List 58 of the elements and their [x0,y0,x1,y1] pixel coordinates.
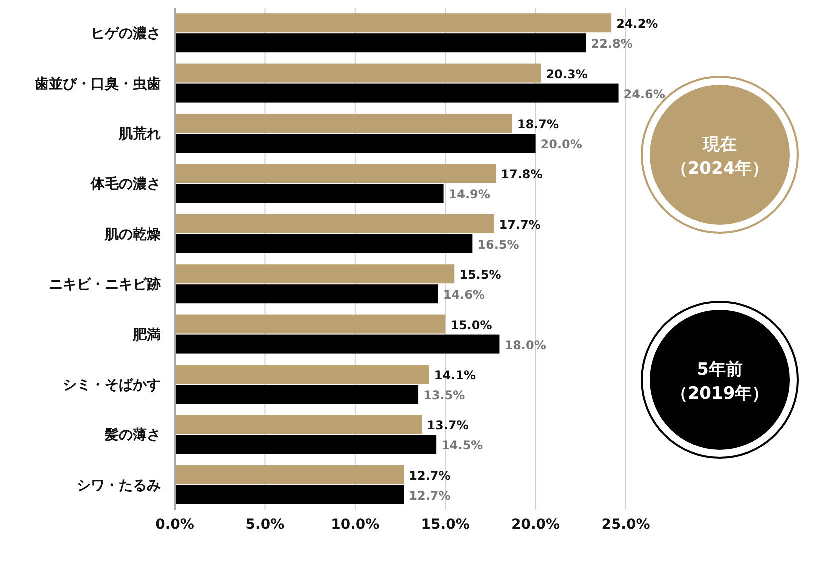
bar [175,134,536,153]
bar [175,264,455,284]
data-label: 13.7% [427,418,469,433]
y-tick-label: 肌の乾燥 [104,226,161,243]
data-label: 24.6% [624,87,666,102]
x-tick-label: 20.0% [512,517,560,533]
bar [175,164,496,184]
bar [175,334,500,354]
y-tick-label: シミ・そばかす [63,378,161,394]
data-label: 12.7% [409,468,451,483]
y-tick-label: 歯並び・口臭・虫歯 [34,76,161,92]
data-label: 15.5% [460,268,502,282]
bar [175,435,437,454]
data-label: 13.5% [424,388,466,402]
data-label: 14.6% [443,288,486,302]
data-label: 12.7% [409,488,451,503]
data-label: 22.8% [591,37,633,52]
x-tick-label: 10.0% [331,517,380,533]
data-label: 14.5% [442,438,484,453]
bar [175,485,404,504]
bar [175,465,404,484]
y-tick-label: 体毛の濃さ [90,176,161,193]
bar [175,84,619,103]
data-label: 20.0% [540,138,582,152]
x-tick-label: 0.0% [156,517,194,533]
y-tick-label: ヒゲの濃さ [91,26,161,42]
data-label: 16.5% [478,238,520,252]
y-tick-label: 髪の薄さ [104,428,161,444]
bar [175,415,422,434]
bar [175,214,494,234]
bar [175,14,612,33]
data-label: 18.7% [517,118,559,132]
bar [175,314,446,334]
x-tick-label: 25.0% [602,517,650,533]
x-tick-label: 15.0% [421,517,470,533]
data-label: 15.0% [450,318,492,332]
y-tick-label: 肌荒れ [118,126,161,142]
data-label: 18.0% [504,338,546,352]
bar [175,34,586,53]
text: 5年前（2019年） [670,360,770,404]
bar [175,184,444,204]
data-label: 14.1% [434,368,476,382]
bar [175,385,419,404]
y-tick-label: シワ・たるみ [77,478,161,494]
bar [175,64,542,83]
x-tick-label: 5.0% [246,517,285,533]
bar [175,365,430,384]
text: 現在（2024年） [670,135,770,179]
bar [175,284,438,304]
bar [175,234,473,254]
y-tick-label: 肥満 [132,327,161,344]
bar [175,114,512,133]
data-label: 17.8% [501,168,543,182]
data-label: 24.2% [616,17,658,32]
data-label: 20.3% [546,67,588,82]
y-tick-label: ニキビ・ニキビ跡 [49,276,161,294]
data-label: 14.9% [448,188,490,202]
data-label: 17.7% [499,218,541,232]
